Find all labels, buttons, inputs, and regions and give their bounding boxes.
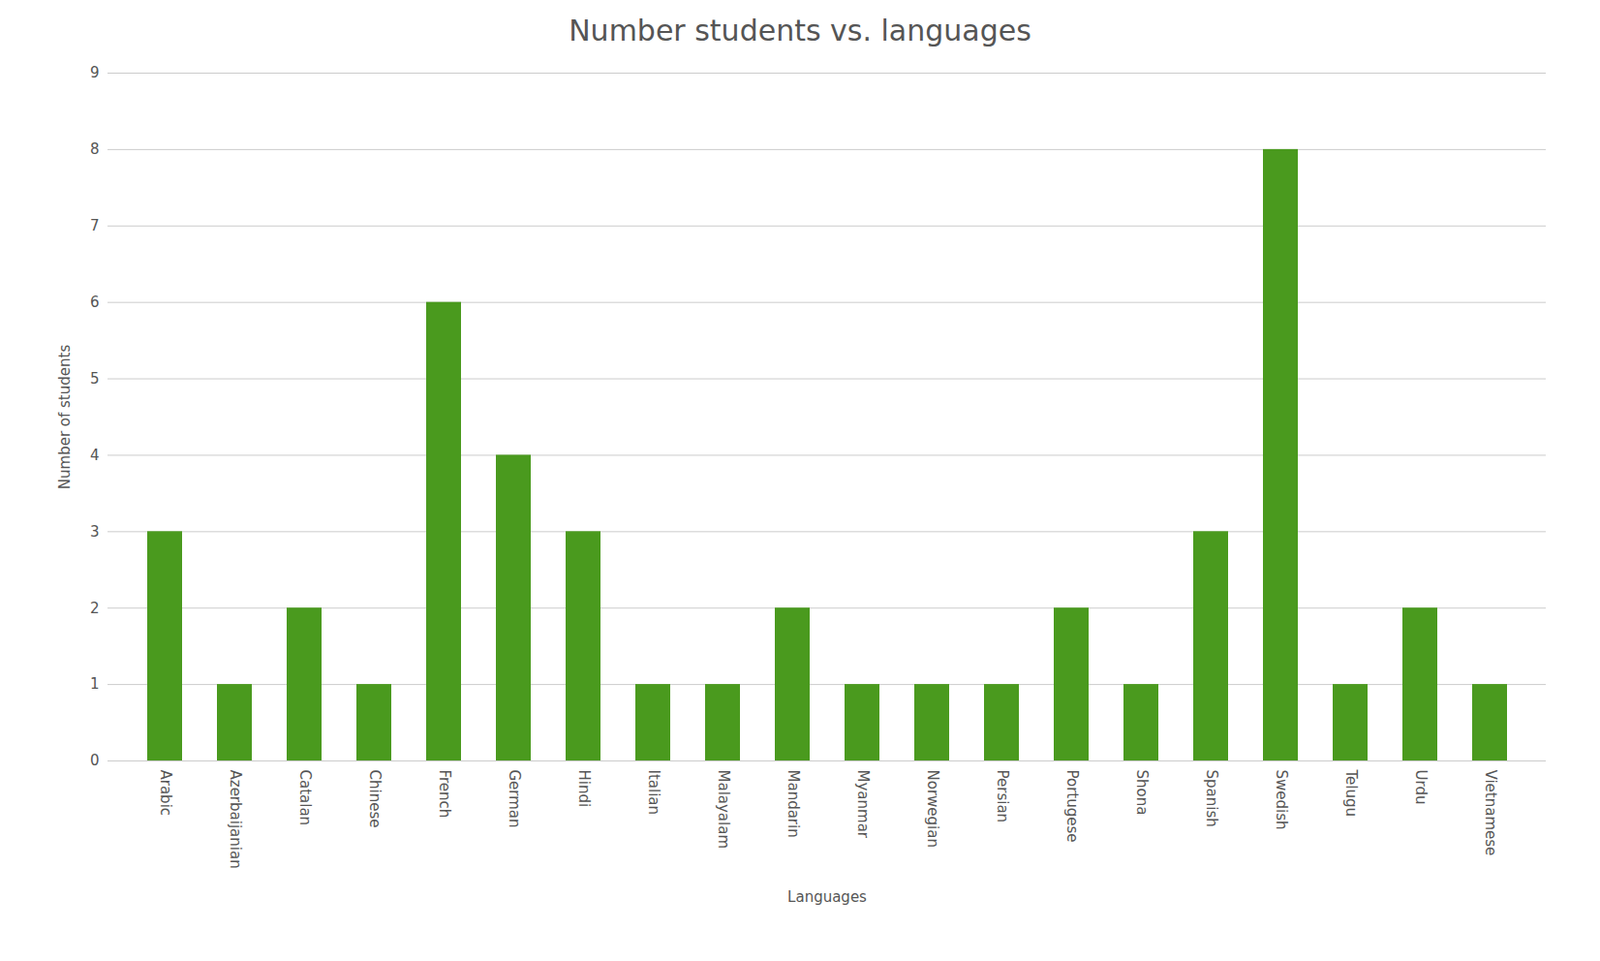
- svg-text:Italian: Italian: [645, 769, 663, 816]
- svg-text:Languages: Languages: [787, 888, 867, 906]
- svg-text:8: 8: [90, 140, 100, 158]
- svg-text:2: 2: [90, 599, 100, 617]
- svg-text:Persian: Persian: [993, 769, 1012, 824]
- svg-text:Catalan: Catalan: [296, 769, 314, 827]
- svg-text:Swedish: Swedish: [1272, 769, 1291, 831]
- svg-text:Norwegian: Norwegian: [923, 769, 942, 848]
- svg-text:Spanish: Spanish: [1202, 769, 1221, 828]
- svg-text:Hindi: Hindi: [575, 769, 593, 808]
- svg-text:French: French: [435, 769, 454, 819]
- svg-text:Shona: Shona: [1133, 769, 1151, 816]
- svg-text:Telugu: Telugu: [1342, 769, 1360, 818]
- svg-text:Mandarin: Mandarin: [784, 769, 802, 838]
- svg-text:3: 3: [90, 523, 100, 541]
- svg-text:Myanmar: Myanmar: [854, 769, 872, 839]
- svg-text:0: 0: [90, 751, 100, 770]
- svg-text:Azerbaijanian: Azerbaijanian: [226, 769, 245, 869]
- svg-text:Portugese: Portugese: [1063, 769, 1081, 843]
- svg-text:4: 4: [90, 446, 100, 464]
- svg-text:Urdu: Urdu: [1412, 769, 1430, 805]
- svg-text:6: 6: [90, 293, 100, 311]
- svg-text:1: 1: [90, 675, 100, 693]
- svg-text:Vietnamese: Vietnamese: [1481, 769, 1500, 857]
- svg-text:German: German: [505, 769, 524, 829]
- svg-text:Number of students: Number of students: [56, 344, 74, 491]
- svg-text:7: 7: [90, 216, 100, 235]
- svg-text:Arabic: Arabic: [156, 769, 175, 817]
- svg-text:Malayalam: Malayalam: [714, 769, 733, 850]
- svg-text:5: 5: [90, 369, 100, 388]
- html-text:Number students vs. languages: Number students vs. languages: [568, 13, 1032, 48]
- svg-text:9: 9: [90, 63, 100, 82]
- svg-text:Chinese: Chinese: [366, 769, 384, 829]
